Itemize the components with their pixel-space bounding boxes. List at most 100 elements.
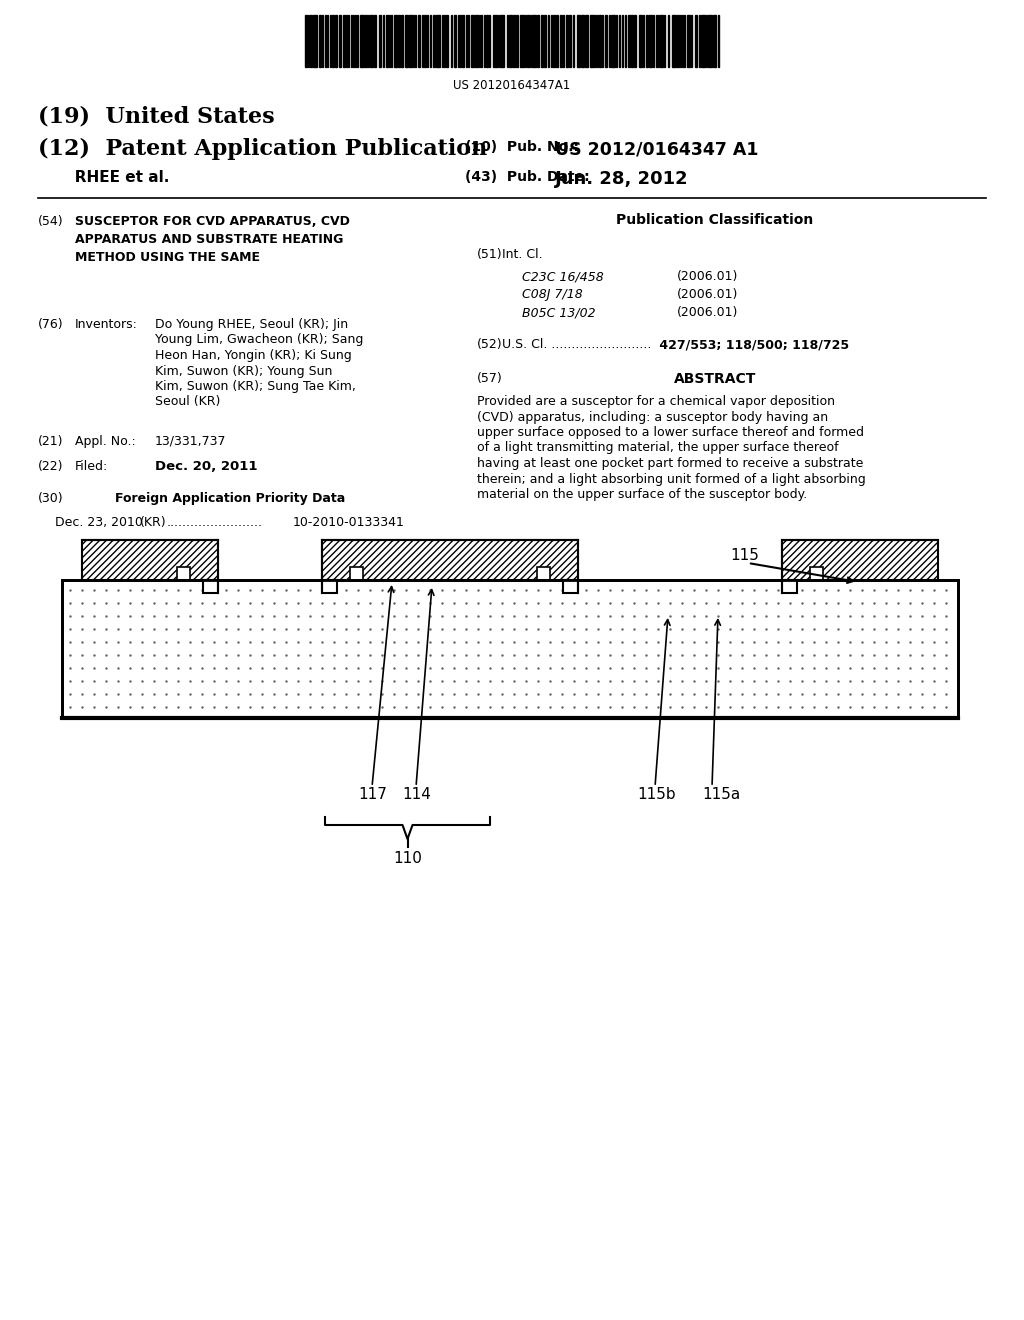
Text: of a light transmitting material, the upper surface thereof: of a light transmitting material, the up…: [477, 441, 839, 454]
Bar: [520, 15, 524, 67]
Bar: [516, 15, 518, 67]
Bar: [322, 579, 337, 593]
Text: 10-2010-0133341: 10-2010-0133341: [293, 516, 404, 529]
Text: (22): (22): [38, 459, 63, 473]
Bar: [631, 15, 633, 67]
Bar: [436, 15, 440, 67]
Text: Inventors:: Inventors:: [75, 318, 138, 331]
Bar: [82, 540, 218, 579]
Text: Kim, Suwon (KR); Young Sun: Kim, Suwon (KR); Young Sun: [155, 364, 333, 378]
Text: B05C 13/02: B05C 13/02: [522, 306, 596, 319]
Bar: [713, 15, 716, 67]
Bar: [379, 15, 381, 67]
Bar: [677, 15, 679, 67]
Text: (19)  United States: (19) United States: [38, 106, 274, 127]
Bar: [782, 579, 797, 593]
Text: (KR): (KR): [140, 516, 167, 529]
Bar: [398, 15, 400, 67]
Text: Do Young RHEE, Seoul (KR); Jin: Do Young RHEE, Seoul (KR); Jin: [155, 318, 348, 331]
Bar: [454, 15, 456, 67]
Text: material on the upper surface of the susceptor body.: material on the upper surface of the sus…: [477, 488, 807, 502]
Text: 115b: 115b: [637, 787, 676, 803]
Text: (10)  Pub. No.:: (10) Pub. No.:: [465, 140, 579, 154]
Bar: [486, 15, 488, 67]
Bar: [335, 15, 337, 67]
Bar: [462, 15, 464, 67]
Text: (54): (54): [38, 215, 63, 228]
Bar: [569, 15, 571, 67]
Bar: [310, 15, 312, 67]
Bar: [599, 15, 601, 67]
Bar: [585, 15, 588, 67]
Text: 110: 110: [393, 851, 422, 866]
Text: (2006.01): (2006.01): [677, 306, 738, 319]
Bar: [360, 15, 364, 67]
Text: Heon Han, Yongin (KR); Ki Sung: Heon Han, Yongin (KR); Ki Sung: [155, 348, 352, 362]
Bar: [332, 15, 334, 67]
Text: (30): (30): [38, 492, 63, 506]
Bar: [350, 568, 362, 579]
Text: Provided are a susceptor for a chemical vapor deposition: Provided are a susceptor for a chemical …: [477, 395, 835, 408]
Bar: [577, 15, 580, 67]
Text: (43)  Pub. Date:: (43) Pub. Date:: [465, 170, 590, 183]
Bar: [409, 15, 412, 67]
Text: 115a: 115a: [702, 787, 740, 803]
Text: RHEE et al.: RHEE et al.: [38, 170, 169, 185]
Text: Appl. No.:: Appl. No.:: [75, 436, 136, 447]
Bar: [394, 15, 397, 67]
Text: upper surface opposed to a lower surface thereof and formed: upper surface opposed to a lower surface…: [477, 426, 864, 440]
Text: Jun. 28, 2012: Jun. 28, 2012: [555, 170, 688, 187]
Text: having at least one pocket part formed to receive a substrate: having at least one pocket part formed t…: [477, 457, 863, 470]
Text: (52): (52): [477, 338, 503, 351]
Text: 117: 117: [358, 787, 387, 803]
Text: SUSCEPTOR FOR CVD APPARATUS, CVD
APPARATUS AND SUBSTRATE HEATING
METHOD USING TH: SUSCEPTOR FOR CVD APPARATUS, CVD APPARAT…: [75, 215, 350, 264]
Bar: [581, 15, 584, 67]
Text: (76): (76): [38, 318, 63, 331]
Bar: [313, 15, 317, 67]
Bar: [701, 15, 705, 67]
Text: (21): (21): [38, 436, 63, 447]
Text: Dec. 23, 2010: Dec. 23, 2010: [55, 516, 143, 529]
Bar: [537, 568, 550, 579]
Text: (57): (57): [477, 372, 503, 385]
Text: (2006.01): (2006.01): [677, 271, 738, 282]
Bar: [322, 540, 578, 579]
Text: 114: 114: [402, 787, 431, 803]
Text: (CVD) apparatus, including: a susceptor body having an: (CVD) apparatus, including: a susceptor …: [477, 411, 828, 424]
Bar: [365, 15, 367, 67]
Bar: [695, 15, 697, 67]
Text: Young Lim, Gwacheon (KR); Sang: Young Lim, Gwacheon (KR); Sang: [155, 334, 364, 346]
Bar: [203, 579, 218, 593]
Text: (51): (51): [477, 248, 503, 261]
Bar: [556, 15, 558, 67]
Bar: [62, 579, 958, 718]
Bar: [62, 579, 958, 718]
Bar: [782, 540, 938, 579]
Bar: [634, 15, 636, 67]
Bar: [563, 579, 578, 593]
Text: (12)  Patent Application Publication: (12) Patent Application Publication: [38, 139, 487, 160]
Bar: [493, 15, 497, 67]
Bar: [370, 15, 373, 67]
Bar: [500, 15, 504, 67]
Bar: [611, 15, 615, 67]
Bar: [532, 15, 536, 67]
Bar: [418, 15, 420, 67]
Text: ABSTRACT: ABSTRACT: [674, 372, 756, 385]
Bar: [660, 15, 663, 67]
Text: Int. Cl.: Int. Cl.: [502, 248, 543, 261]
Text: Filed:: Filed:: [75, 459, 109, 473]
Bar: [305, 15, 307, 67]
Bar: [560, 15, 562, 67]
Bar: [566, 15, 568, 67]
Bar: [177, 568, 190, 579]
Bar: [319, 15, 321, 67]
Bar: [433, 15, 435, 67]
Bar: [810, 568, 823, 579]
Bar: [343, 15, 345, 67]
Bar: [537, 15, 539, 67]
Bar: [471, 15, 474, 67]
Text: Kim, Suwon (KR); Sung Tae Kim,: Kim, Suwon (KR); Sung Tae Kim,: [155, 380, 356, 393]
Bar: [424, 15, 426, 67]
Text: Publication Classification: Publication Classification: [616, 213, 814, 227]
